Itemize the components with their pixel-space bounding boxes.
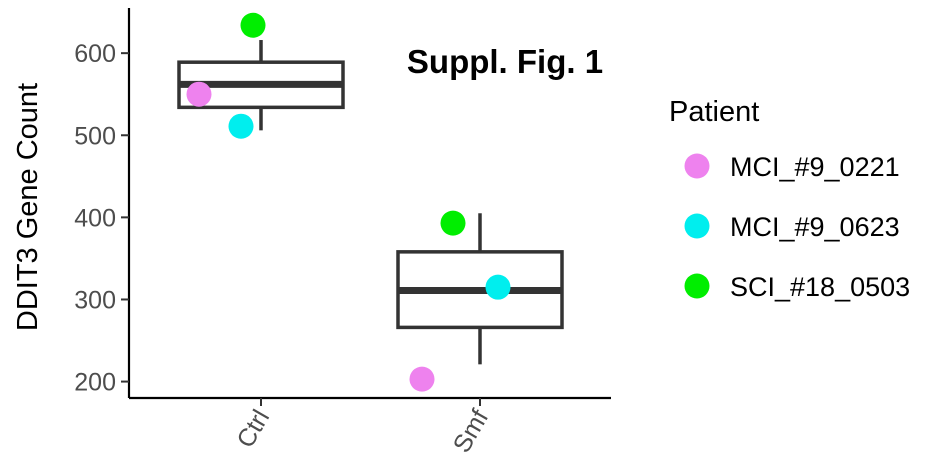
- legend-label: MCI_#9_0623: [730, 212, 900, 242]
- data-point-sci-18-0503: [440, 210, 466, 236]
- y-tick-label: 600: [74, 40, 116, 68]
- data-point-mci-9-0221: [409, 366, 435, 392]
- y-tick-label: 400: [74, 204, 116, 232]
- box-smf: [396, 213, 564, 365]
- chart-title: Suppl. Fig. 1: [407, 43, 603, 80]
- boxes-layer: [177, 40, 564, 365]
- x-tick-label: Smf: [448, 405, 494, 458]
- legend-swatch: [684, 273, 710, 299]
- y-tick-label: 500: [74, 122, 116, 150]
- y-tick-label: 200: [74, 369, 116, 397]
- legend-label: MCI_#9_0221: [730, 152, 900, 182]
- data-point-mci-9-0221: [186, 81, 212, 107]
- y-tick-label: 300: [74, 286, 116, 314]
- legend-title: Patient: [669, 96, 759, 128]
- y-axis-label: DDIT3 Gene Count: [12, 83, 44, 331]
- axes-layer: 200 300 400 500 600 Ctrl Smf: [74, 8, 611, 457]
- legend: Patient MCI_#9_0221 MCI_#9_0623 SCI_#18_05…: [669, 96, 910, 302]
- legend-label: SCI_#18_0503: [730, 272, 910, 302]
- legend-swatch: [684, 213, 710, 239]
- legend-swatch: [684, 153, 710, 179]
- data-point-mci-9-0623: [228, 113, 254, 139]
- data-point-sci-18-0503: [240, 12, 266, 38]
- data-point-mci-9-0623: [485, 274, 511, 300]
- points-layer: [186, 12, 511, 392]
- x-tick-label: Ctrl: [232, 405, 276, 453]
